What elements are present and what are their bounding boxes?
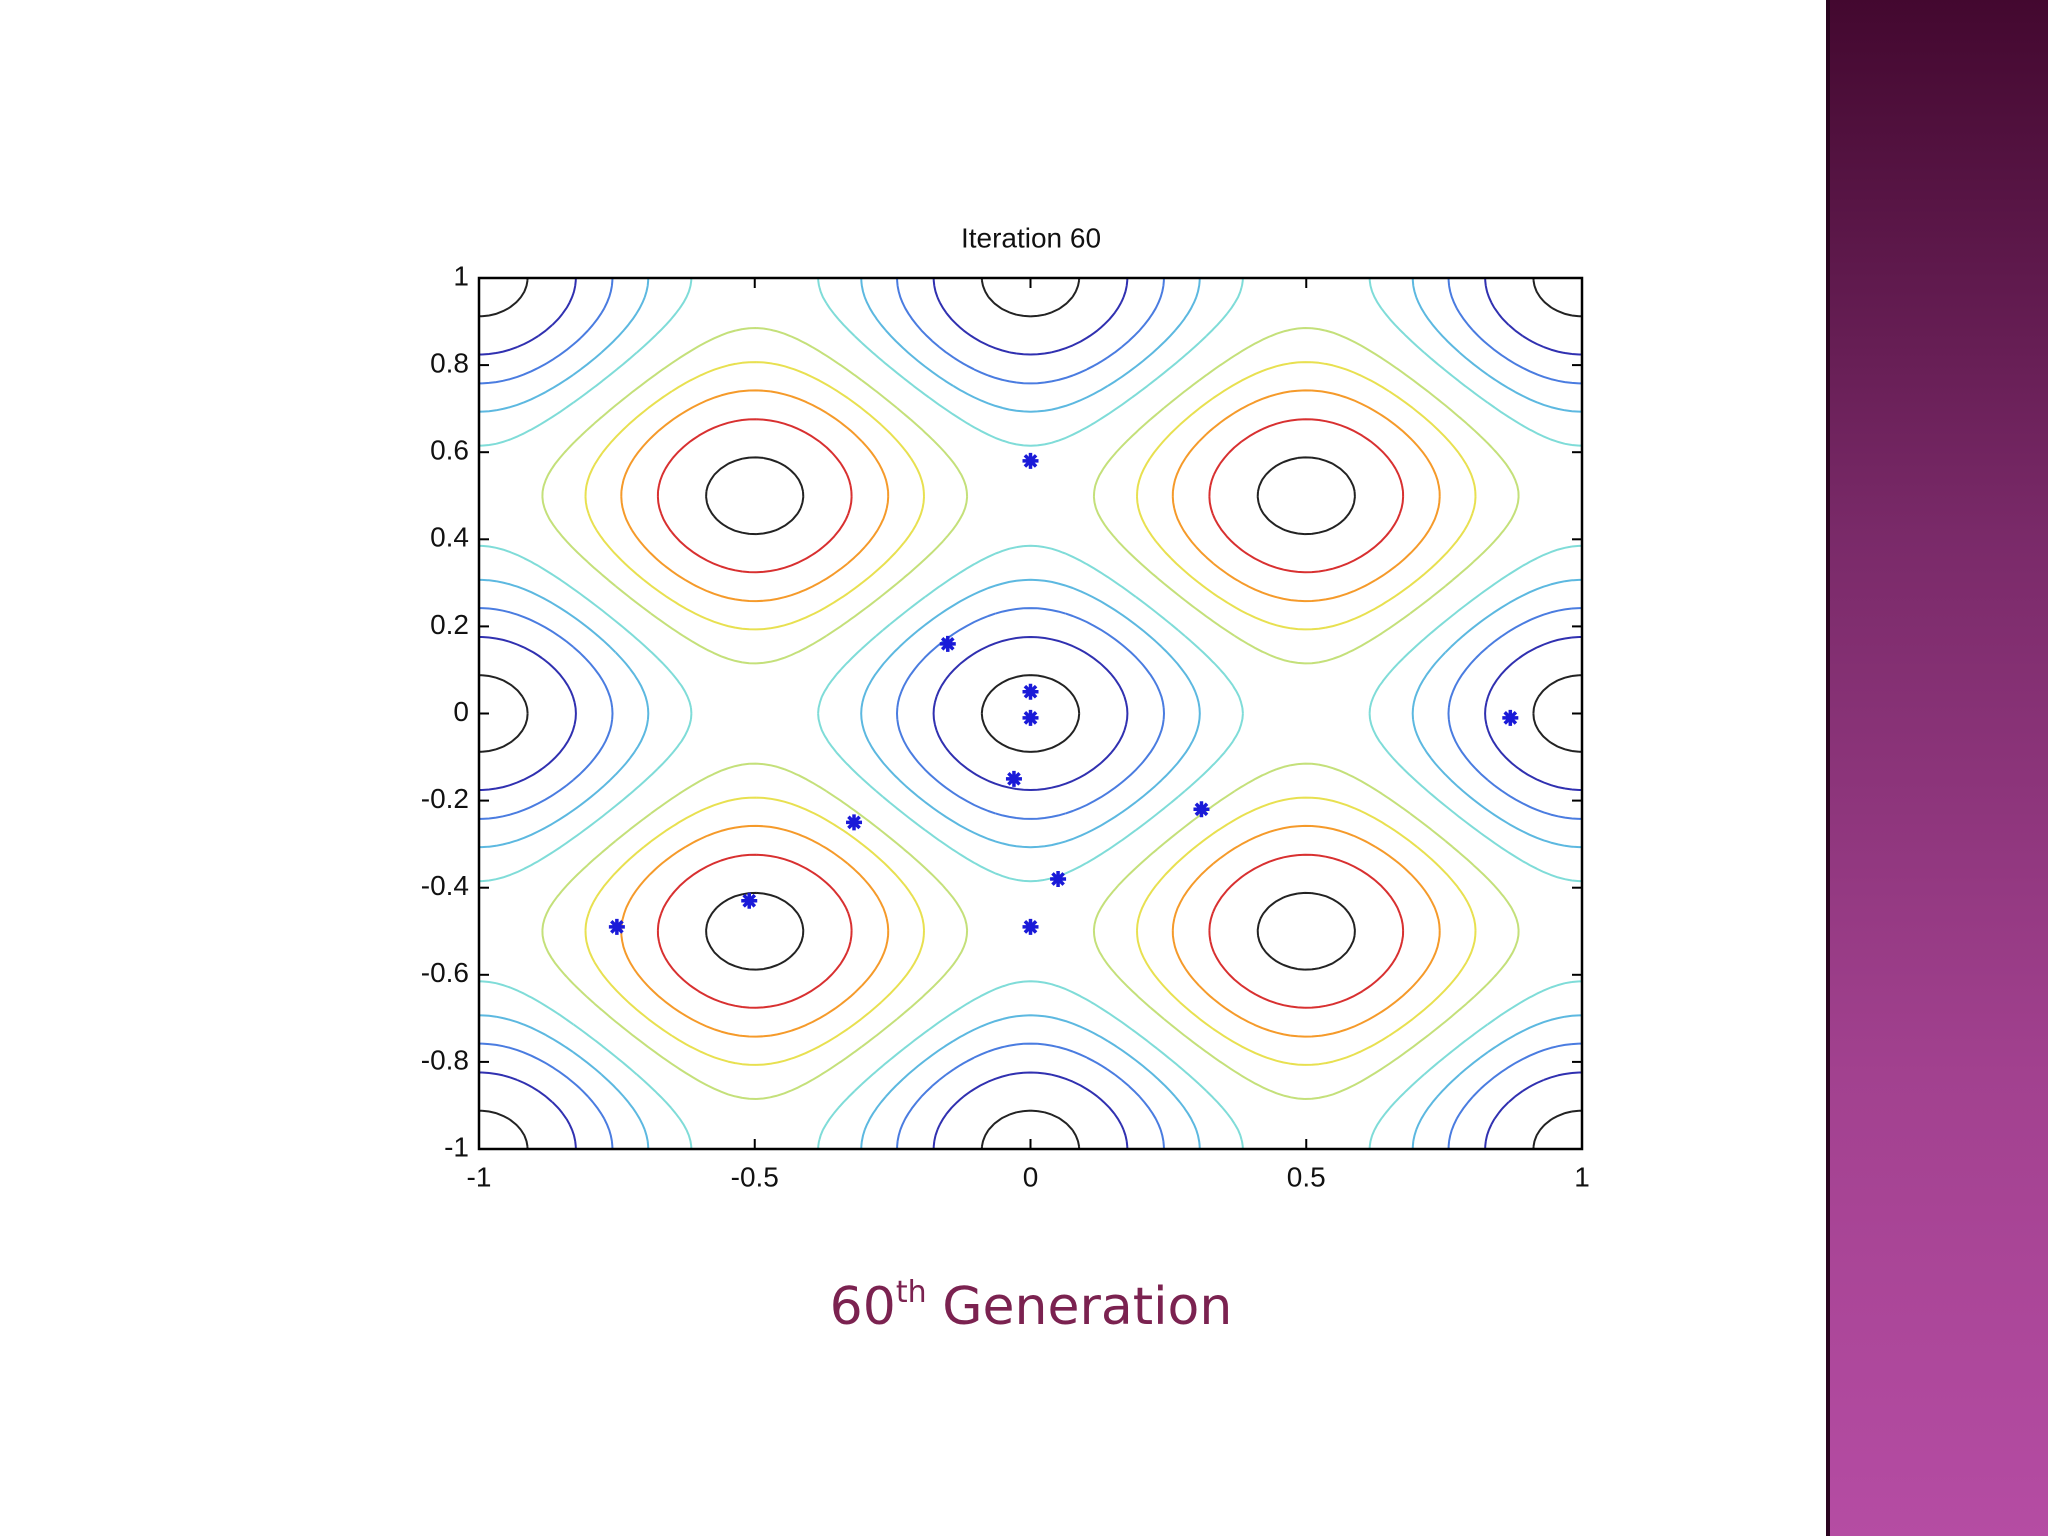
contour-line [541, 327, 1520, 1100]
y-tick-label: -0.8 [421, 1044, 469, 1075]
y-tick-label: 0.4 [430, 522, 469, 553]
caption: 60th Generation [0, 1275, 2048, 1337]
contour-line [479, 278, 1582, 1149]
x-tick-label: -1 [467, 1161, 492, 1192]
y-tick-label: -0.6 [421, 957, 469, 988]
y-tick-label: -0.4 [421, 870, 469, 901]
point [1193, 801, 1210, 818]
y-tick-label: 0.6 [430, 435, 469, 466]
caption-number: 60 [829, 1277, 896, 1337]
point [1005, 770, 1022, 787]
contour-line [584, 361, 1477, 1066]
side-bar [1826, 0, 2048, 1536]
contour-line [479, 278, 1582, 1149]
y-tick-label: 1 [453, 260, 469, 291]
x-tick-label: 1 [1574, 1161, 1590, 1192]
y-tick-label: 0.8 [430, 347, 469, 378]
contour-line [656, 418, 1405, 1009]
point [1502, 709, 1519, 726]
point [1050, 870, 1067, 887]
x-tick-label: 0 [1023, 1161, 1039, 1192]
chart-title: Iteration 60 [961, 222, 1101, 253]
y-tick-label: -0.2 [421, 783, 469, 814]
contours [479, 278, 1582, 1149]
contour-line [479, 278, 1582, 1149]
chart: Iteration 60 -1 -0.5 0 0.5 1 -1 -0.8 -0.6 -0.4 -0… [421, 222, 1590, 1192]
y-tick-label: 0 [453, 696, 469, 727]
x-tick-label: -0.5 [731, 1161, 779, 1192]
y-tick-label: -1 [444, 1131, 469, 1162]
contour-line [479, 278, 1582, 1149]
y-tick-label: 0.2 [430, 609, 469, 640]
point [1022, 683, 1039, 700]
point [1022, 709, 1039, 726]
point [608, 918, 625, 935]
contour-line [705, 456, 1356, 971]
caption-text: Generation [942, 1277, 1233, 1337]
point [1022, 452, 1039, 469]
point [939, 635, 956, 652]
point [846, 814, 863, 831]
contour-line [479, 278, 1582, 1149]
point [1022, 918, 1039, 935]
caption-superscript: th [895, 1275, 927, 1310]
x-tick-label: 0.5 [1287, 1161, 1326, 1192]
contour-line [620, 389, 1441, 1038]
point [741, 892, 758, 909]
